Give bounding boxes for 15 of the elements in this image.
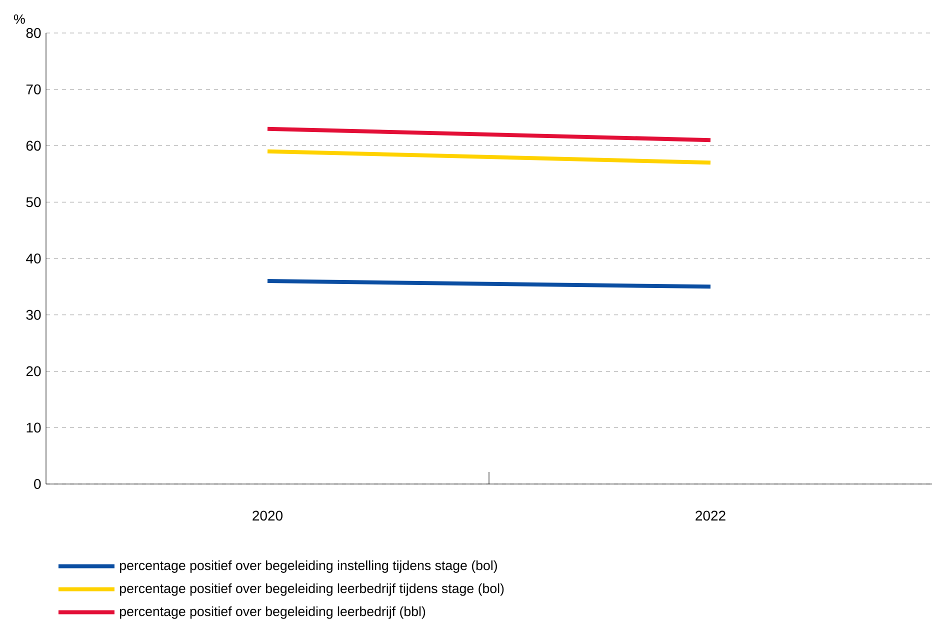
y-axis-title: % [14, 14, 25, 24]
legend-label: percentage positief over begeleiding instelling tijdens stage (bol) [120, 560, 497, 573]
y-tick-label: 20 [26, 366, 41, 376]
y-tick-label: 0 [34, 479, 41, 489]
x-tick-label: 2020 [252, 510, 283, 521]
y-tick-label: 80 [26, 28, 41, 38]
y-tick-label: 70 [26, 84, 41, 94]
legend-label: percentage positief over begeleiding leerbedrijf (bbl) [120, 606, 426, 619]
y-tick-label: 50 [26, 197, 41, 208]
y-tick-label: 40 [26, 254, 41, 264]
y-tick-label: 10 [26, 422, 41, 433]
y-tick-label: 30 [26, 310, 41, 320]
legend-label: percentage positief over begeleiding leerbedrijf tijdens stage (bol) [120, 583, 504, 596]
x-tick-label: 2022 [696, 510, 726, 521]
y-tick-label: 60 [26, 140, 41, 151]
